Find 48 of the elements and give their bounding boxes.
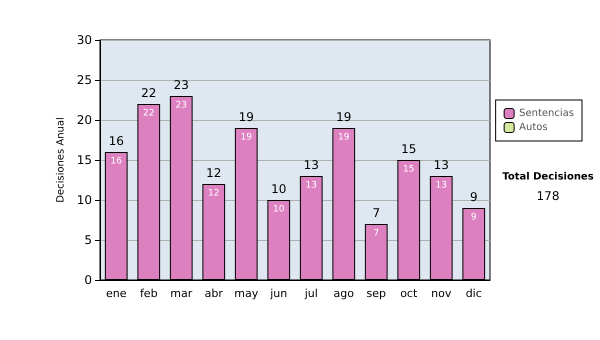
y-tick-label: 20 [76, 113, 92, 127]
data-label: 12 [208, 188, 220, 198]
total-label: 12 [206, 166, 222, 180]
total-label: 13 [304, 158, 319, 172]
data-label: 15 [403, 164, 414, 174]
x-tick-label: dic [466, 287, 482, 300]
x-tick-label: ene [106, 287, 127, 300]
x-tick-label: jul [304, 287, 318, 300]
total-label: 9 [470, 190, 478, 204]
text: Total Decisiones [502, 172, 594, 182]
y-tick-label: 0 [84, 273, 92, 287]
total-label: 22 [141, 86, 156, 100]
data-label: 9 [470, 212, 477, 222]
x-tick-label: oct [400, 287, 418, 300]
total-label: 19 [336, 110, 352, 124]
data-label: 13 [436, 180, 447, 190]
data-label: 10 [273, 204, 285, 214]
data-label: 22 [143, 108, 154, 118]
total-label: 19 [238, 110, 254, 124]
data-label: 23 [176, 100, 187, 110]
data-label: 13 [306, 180, 317, 190]
x-tick-label: feb [140, 287, 158, 300]
y-tick-label: 5 [84, 233, 92, 247]
total-label: 23 [174, 78, 189, 92]
y-tick-label: 15 [76, 153, 92, 167]
legend-label: Sentencias [519, 108, 574, 119]
data-label: 7 [373, 228, 380, 238]
data-label: 19 [338, 132, 350, 142]
y-tick-label: 10 [76, 193, 92, 207]
x-tick-label: mar [170, 287, 193, 300]
y-tick-label: 30 [76, 33, 92, 47]
x-tick-label: may [234, 287, 259, 300]
x-tick-label: ago [334, 287, 354, 300]
data-label: 16 [110, 156, 122, 166]
total-label: 13 [434, 158, 449, 172]
total-label: 15 [401, 142, 416, 156]
data-label: 19 [240, 132, 252, 142]
x-tick-label: abr [204, 287, 224, 300]
text: 178 [536, 189, 560, 203]
legend-label: Autos [519, 122, 548, 133]
total-label: 10 [271, 182, 286, 196]
x-tick-label: sep [366, 287, 386, 300]
y-tick-label: 25 [76, 73, 92, 87]
y-axis-title: Decisiones Anual [55, 117, 66, 203]
x-tick-label: jun [269, 287, 288, 300]
total-label: 7 [372, 206, 380, 220]
x-tick-label: nov [431, 287, 452, 300]
total-label: 16 [108, 134, 124, 148]
